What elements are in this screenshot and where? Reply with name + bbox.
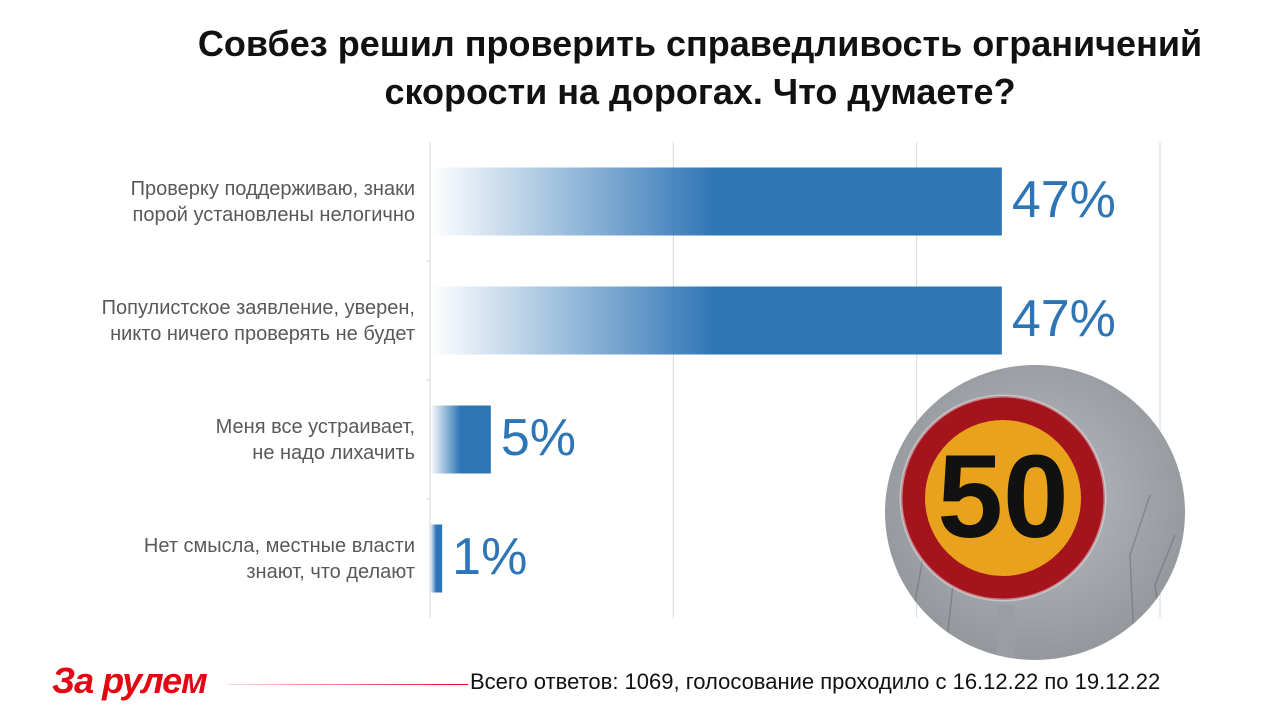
bars	[430, 167, 1002, 593]
category-label-line: порой установлены нелогично	[132, 203, 415, 226]
category-label-line: Проверку поддерживаю, знаки	[130, 177, 415, 200]
category-label-line: Популистское заявление, уверен,	[101, 296, 415, 319]
speed-limit-sign-photo: 50	[885, 365, 1185, 660]
bar-1	[430, 167, 1002, 236]
category-label-line: знают, что делают	[246, 560, 415, 583]
za-rulem-logo: За рулем	[52, 660, 208, 701]
speed-limit-sign-icon: 50	[885, 365, 1185, 660]
chart-title: Совбез решил проверить справедливость ог…	[40, 20, 1240, 116]
value-label-4: 1%	[452, 527, 528, 586]
chart-title-line-2: скорости на дорогах. Что думаете?	[384, 71, 1016, 112]
category-label-line: никто ничего проверять не будет	[110, 322, 415, 345]
category-label-3: Меня все устраивает, не надо лихачить	[85, 414, 415, 466]
chart-title-line-1: Совбез решил проверить справедливость ог…	[197, 23, 1203, 64]
value-label-3: 5%	[500, 408, 576, 467]
category-label-4: Нет смысла, местные власти знают, что дел…	[85, 533, 415, 585]
value-label-1: 47%	[1011, 170, 1116, 229]
bar-4	[430, 524, 443, 593]
category-label-line: Нет смысла, местные власти	[143, 534, 415, 557]
category-label-2: Популистское заявление, уверен, никто нич…	[85, 295, 415, 347]
sign-number: 50	[937, 431, 1068, 563]
category-label-1: Проверку поддерживаю, знаки порой установ…	[85, 176, 415, 228]
footer-divider	[228, 684, 468, 685]
category-label-line: Меня все устраивает,	[215, 415, 415, 438]
category-label-line: не надо лихачить	[252, 441, 415, 464]
footer-caption: Всего ответов: 1069, голосование проходи…	[470, 669, 1161, 694]
bar-3	[430, 405, 491, 474]
value-label-2: 47%	[1011, 289, 1116, 348]
bar-2	[430, 286, 1002, 355]
